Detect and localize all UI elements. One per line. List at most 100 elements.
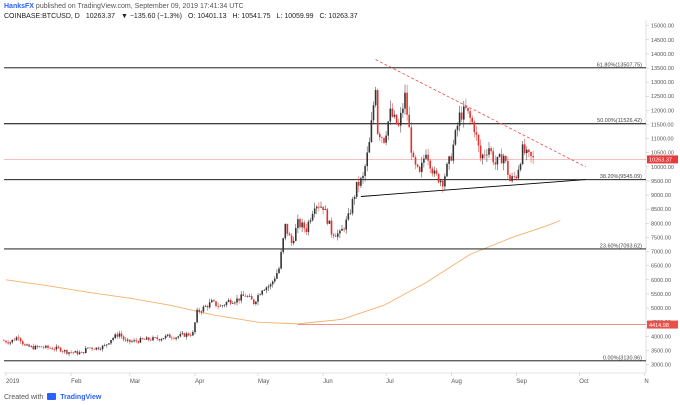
candle-body (219, 305, 221, 307)
chart-header: HanksFX published on TradingView.com, Se… (0, 0, 680, 22)
candle-body (206, 305, 209, 308)
candle-body (248, 296, 251, 297)
author-name[interactable]: HanksFX (4, 3, 34, 10)
y-tick-label: 12500.00 (651, 94, 674, 100)
candle-body (53, 349, 56, 350)
candle-body (269, 284, 272, 287)
candle-body (311, 213, 314, 221)
candle-body (366, 152, 368, 167)
candle-body (330, 220, 333, 235)
y-tick-label: 7000.00 (651, 250, 671, 256)
candle-body (374, 90, 377, 106)
candle-body (13, 339, 16, 341)
candle-body (211, 300, 213, 303)
candle-body (313, 208, 316, 214)
candle-body (196, 309, 198, 323)
candle-body (202, 306, 205, 312)
candle-body (473, 122, 476, 133)
candle-body (74, 351, 77, 353)
candle-body (253, 299, 255, 304)
candle-body (173, 338, 175, 339)
candle-body (162, 338, 165, 340)
candle-body (160, 339, 163, 341)
candle-body (22, 341, 24, 345)
y-tick-label: 7500.00 (651, 235, 671, 241)
candle-body (364, 166, 366, 176)
candle-body (36, 345, 39, 347)
candle-body (305, 228, 308, 232)
candle-body (433, 170, 436, 174)
y-tick-label: 12000.00 (651, 108, 674, 114)
candle-body (477, 134, 480, 146)
candle-body (257, 295, 259, 302)
chart-footer: Created with TradingView (4, 393, 101, 401)
y-tick-label: 8000.00 (651, 221, 671, 227)
candle-body (481, 154, 484, 159)
candle-body (286, 223, 289, 234)
candle-body (303, 222, 305, 229)
descending-trendline (375, 59, 586, 168)
candle-body (500, 154, 503, 164)
candle-body (494, 162, 497, 165)
candle-body (458, 112, 461, 126)
candle-body (496, 156, 499, 165)
candle-body (129, 339, 131, 342)
tradingview-logo-icon (47, 393, 57, 400)
candle-body (9, 342, 11, 344)
candle-body (57, 346, 60, 348)
candle-body (5, 340, 7, 343)
candle-body (59, 347, 62, 352)
candle-body (135, 340, 137, 342)
candle-body (387, 121, 389, 136)
candle-body (444, 176, 446, 187)
candle-body (282, 238, 284, 252)
candle-body (179, 334, 182, 337)
candle-body (244, 295, 247, 297)
candle-body (7, 342, 9, 344)
candle-body (292, 240, 295, 244)
candle-body (385, 135, 387, 143)
candle-body (397, 124, 400, 126)
candle-body (271, 281, 274, 285)
candle-body (45, 345, 47, 348)
tradingview-brand[interactable]: TradingView (60, 394, 102, 401)
candle-body (368, 141, 371, 153)
candle-body (519, 164, 522, 170)
candle-body (416, 164, 419, 167)
candle-body (137, 341, 140, 343)
candle-body (381, 137, 383, 138)
candle-body (358, 181, 360, 186)
candle-body (450, 156, 452, 161)
candle-body (339, 230, 341, 234)
candle-body (400, 112, 402, 126)
candle-body (181, 333, 184, 335)
candle-body (402, 108, 404, 113)
candle-body (32, 346, 35, 350)
candle-body (66, 350, 68, 354)
candle-body (93, 348, 95, 350)
candle-body (530, 151, 532, 157)
candle-body (78, 352, 81, 355)
candle-body (116, 334, 119, 337)
candle-body (139, 338, 142, 343)
candle-body (435, 170, 438, 174)
candle-body (87, 347, 89, 349)
candle-body (290, 235, 293, 244)
candle-body (238, 298, 240, 301)
candle-body (229, 300, 232, 304)
y-tick-label: 13000.00 (651, 80, 674, 86)
candle-body (408, 114, 410, 128)
candle-body (120, 333, 123, 337)
candle-body (297, 219, 299, 229)
candle-body (97, 347, 100, 350)
candle-body (515, 176, 518, 179)
candle-body (49, 347, 51, 349)
candle-body (64, 350, 66, 352)
candle-body (124, 339, 127, 341)
candle-body (234, 302, 236, 304)
candle-body (328, 220, 331, 224)
symbol-label: COINBASE:BTCUSD, D (4, 13, 80, 20)
y-tick-label: 9500.00 (651, 179, 671, 185)
candle-body (307, 221, 310, 232)
